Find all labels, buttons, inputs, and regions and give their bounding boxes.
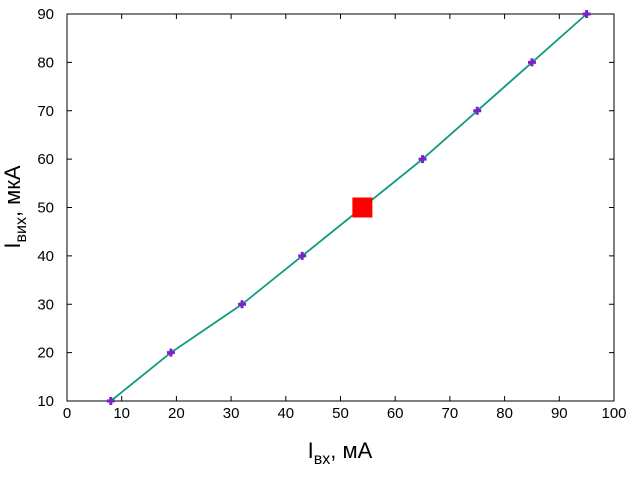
y-tick-label: 70 — [37, 103, 54, 120]
x-tick-label: 100 — [601, 405, 626, 422]
y-axis-label: Iвих, мкА — [0, 165, 30, 249]
x-axis-label: Iвх, мА — [308, 438, 373, 468]
x-axis-label-sub: вх — [314, 451, 331, 468]
y-axis-label-rest: , мкА — [0, 165, 25, 217]
x-tick-label: 50 — [332, 405, 349, 422]
y-tick-label: 20 — [37, 345, 54, 362]
y-tick-label: 50 — [37, 200, 54, 217]
y-tick-label: 60 — [37, 151, 54, 168]
x-tick-label: 30 — [223, 405, 240, 422]
y-tick-label: 40 — [37, 248, 54, 265]
x-tick-label: 20 — [168, 405, 185, 422]
data-point-marker — [166, 348, 175, 357]
data-point-marker — [582, 10, 591, 18]
data-point-marker — [106, 397, 115, 405]
data-point-marker — [418, 155, 427, 164]
x-tick-label: 90 — [551, 405, 568, 422]
data-point-marker — [238, 300, 247, 309]
x-tick-label: 10 — [113, 405, 130, 422]
axis-ticks: 0 10 20 30 40 50 60 70 80 90 100 10 20 30 40 50 60 70 80 90 — [37, 6, 626, 422]
plot-frame — [66, 13, 615, 402]
data-point-marker — [298, 251, 307, 260]
series-line — [110, 13, 588, 402]
y-tick-label: 90 — [37, 6, 54, 23]
y-axis-label-main: I — [0, 242, 25, 248]
y-tick-label: 30 — [37, 296, 54, 313]
data-point-marker — [527, 58, 536, 67]
x-axis-label-rest: , мА — [330, 438, 372, 463]
x-tick-label: 80 — [496, 405, 513, 422]
y-axis-label-sub: вих — [13, 217, 30, 242]
x-tick-label: 60 — [387, 405, 404, 422]
y-tick-label: 80 — [37, 54, 54, 71]
series-layer — [106, 10, 591, 405]
data-point-marker — [473, 106, 482, 115]
x-tick-label: 70 — [442, 405, 459, 422]
x-tick-label: 40 — [277, 405, 294, 422]
x-axis-label-main: I — [308, 438, 314, 463]
x-tick-label: 0 — [63, 405, 71, 422]
y-tick-label: 10 — [37, 393, 54, 410]
highlight-point-marker — [352, 197, 373, 218]
